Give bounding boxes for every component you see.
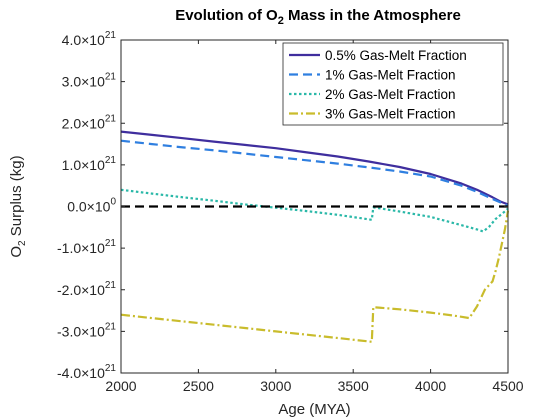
legend-box xyxy=(282,42,504,126)
legend-label-4: 3% Gas-Melt Fraction xyxy=(325,107,456,122)
chart-title-pre: Evolution of O xyxy=(175,7,278,24)
series-line-2 xyxy=(120,139,509,207)
x-axis-ticks: 2000 2500 3000 3500 4000 4500 xyxy=(105,40,524,394)
chart-title-sub: 2 xyxy=(278,15,284,27)
y-tick-label: -3.0×1021 xyxy=(57,321,116,339)
y-tick-label: 1.0×1021 xyxy=(62,155,117,173)
x-tick-label: 3000 xyxy=(260,378,291,394)
legend: 0.5% Gas-Melt Fraction 1% Gas-Melt Fracti… xyxy=(282,42,504,126)
chart-title: Evolution of O2 Mass in the Atmosphere xyxy=(175,7,461,27)
x-tick-label: 4500 xyxy=(492,378,523,394)
legend-label-2: 1% Gas-Melt Fraction xyxy=(325,68,456,83)
series-line-1 xyxy=(120,130,509,206)
x-tick-label: 2000 xyxy=(105,378,136,394)
y-axis-label-post: Surplus (kg) xyxy=(8,155,25,240)
series-line-4 xyxy=(120,210,510,343)
x-axis-label: Age (MYA) xyxy=(278,401,350,418)
legend-label-1: 0.5% Gas-Melt Fraction xyxy=(325,48,467,63)
y-tick-label: 0.0×100 xyxy=(67,197,116,215)
y-tick-label: -4.0×1021 xyxy=(57,363,116,381)
y-axis-ticks: -4.0×1021 -3.0×1021 -2.0×1021 -1.0×1021 0.0×… xyxy=(57,30,508,381)
legend-label-3: 2% Gas-Melt Fraction xyxy=(325,87,456,102)
y-tick-label: 4.0×1021 xyxy=(62,30,117,48)
x-tick-label: 3500 xyxy=(338,378,369,394)
legend-items: 0.5% Gas-Melt Fraction 1% Gas-Melt Fracti… xyxy=(289,48,467,122)
x-tick-label: 4000 xyxy=(415,378,446,394)
y-tick-label: -1.0×1021 xyxy=(57,238,116,256)
y-tick-label: -2.0×1021 xyxy=(57,280,116,298)
y-tick-label: 2.0×1021 xyxy=(62,113,117,131)
chart-title-post: Mass in the Atmosphere xyxy=(284,7,461,24)
y-axis-label-sub: 2 xyxy=(17,240,28,246)
y-tick-label: 3.0×1021 xyxy=(62,72,117,90)
x-tick-label: 2500 xyxy=(183,378,214,394)
series-layer xyxy=(120,130,510,343)
y-axis-label: O2 Surplus (kg) xyxy=(8,155,28,257)
y-axis-label-pre: O xyxy=(8,246,25,258)
